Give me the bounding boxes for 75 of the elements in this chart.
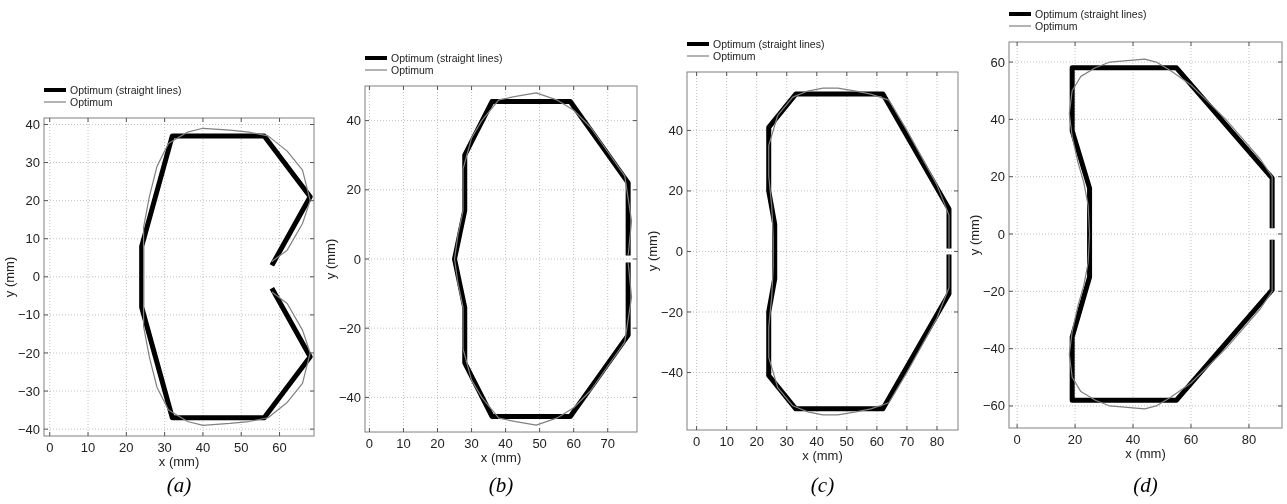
y-tick-label: −20 <box>338 320 361 336</box>
x-tick-label: 60 <box>566 436 581 451</box>
text: (a) <box>166 473 192 497</box>
y-tick-label: −40 <box>660 365 683 381</box>
y-tick-label: −60 <box>982 398 1005 414</box>
x-tick-label: 30 <box>157 440 172 455</box>
x-tick-label: 0 <box>46 440 54 455</box>
y-tick-label: 40 <box>346 113 361 129</box>
x-tick-label: 10 <box>80 440 96 455</box>
x-axis-title: x (mm) <box>480 450 522 465</box>
x-tick-label: 60 <box>1183 432 1199 447</box>
x-tick-label: 40 <box>195 440 211 455</box>
legend-label: Optimum <box>391 63 434 76</box>
y-tick-label: 0 <box>997 226 1005 242</box>
x-tick-label: 80 <box>929 434 945 449</box>
y-tick-label: 0 <box>353 251 361 267</box>
x-axis-title: x (mm) <box>158 454 200 469</box>
x-tick-label: 60 <box>869 434 885 449</box>
y-tick-label: 10 <box>25 231 40 247</box>
x-tick-label: 20 <box>119 440 134 455</box>
x-tick-label: 70 <box>600 436 615 451</box>
y-tick-label: 60 <box>990 54 1005 70</box>
legend-label: Optimum (straight lines) <box>70 83 182 96</box>
y-tick-label: −10 <box>17 307 40 323</box>
y-axis-title: y (mm) <box>2 256 17 298</box>
x-tick-label: 40 <box>1125 432 1141 447</box>
x-tick-label: 20 <box>430 436 445 451</box>
y-tick-label: 30 <box>25 155 40 171</box>
legend-label: Optimum (straight lines) <box>391 51 503 64</box>
x-tick-label: 60 <box>272 440 287 455</box>
legend-label: Optimum <box>713 49 756 62</box>
x-tick-label: 50 <box>839 434 855 449</box>
x-tick-label: 20 <box>749 434 764 449</box>
y-tick-label: −30 <box>17 383 40 399</box>
legend-label: Optimum (straight lines) <box>1035 7 1147 20</box>
legend-label: Optimum <box>70 95 113 108</box>
text: (b) <box>488 473 514 497</box>
x-axis-title: x (mm) <box>802 448 843 463</box>
y-tick-label: −20 <box>17 345 40 361</box>
text: (d) <box>1133 473 1158 497</box>
x-tick-label: 20 <box>1067 432 1083 447</box>
y-tick-label: 0 <box>32 269 40 285</box>
x-tick-label: 50 <box>532 436 547 451</box>
y-tick-label: 20 <box>346 182 361 198</box>
x-tick-label: 0 <box>365 436 374 451</box>
x-axis-title: x (mm) <box>1125 446 1166 461</box>
x-tick-label: 0 <box>1013 432 1021 447</box>
y-tick-label: −20 <box>982 283 1005 299</box>
x-tick-label: 10 <box>396 436 411 451</box>
y-tick-label: 0 <box>675 244 683 259</box>
y-tick-label: 40 <box>25 117 40 133</box>
x-tick-label: 30 <box>464 436 479 451</box>
y-tick-label: −20 <box>660 304 683 320</box>
legend-label: Optimum (straight lines) <box>713 37 825 50</box>
y-tick-label: −40 <box>338 389 361 405</box>
y-tick-label: −40 <box>982 341 1005 357</box>
x-tick-label: 30 <box>779 434 794 449</box>
y-axis-title: y (mm) <box>967 214 982 256</box>
y-tick-label: −40 <box>17 421 40 437</box>
x-tick-label: 40 <box>498 436 513 451</box>
y-tick-label: 20 <box>990 169 1005 185</box>
x-tick-label: 40 <box>809 434 825 449</box>
x-tick-label: 70 <box>899 434 915 449</box>
y-axis-title: y (mm) <box>323 238 338 280</box>
x-tick-label: 0 <box>693 434 701 449</box>
y-axis-title: y (mm) <box>645 230 660 272</box>
x-tick-label: 10 <box>719 434 734 449</box>
x-tick-label: 50 <box>234 440 249 455</box>
text: (c) <box>810 473 835 497</box>
y-tick-label: 40 <box>990 111 1005 127</box>
y-tick-label: 20 <box>668 183 683 199</box>
legend-label: Optimum <box>1035 19 1078 32</box>
y-tick-label: 20 <box>25 193 40 209</box>
y-tick-label: 40 <box>668 122 683 138</box>
x-tick-label: 80 <box>1241 432 1257 447</box>
